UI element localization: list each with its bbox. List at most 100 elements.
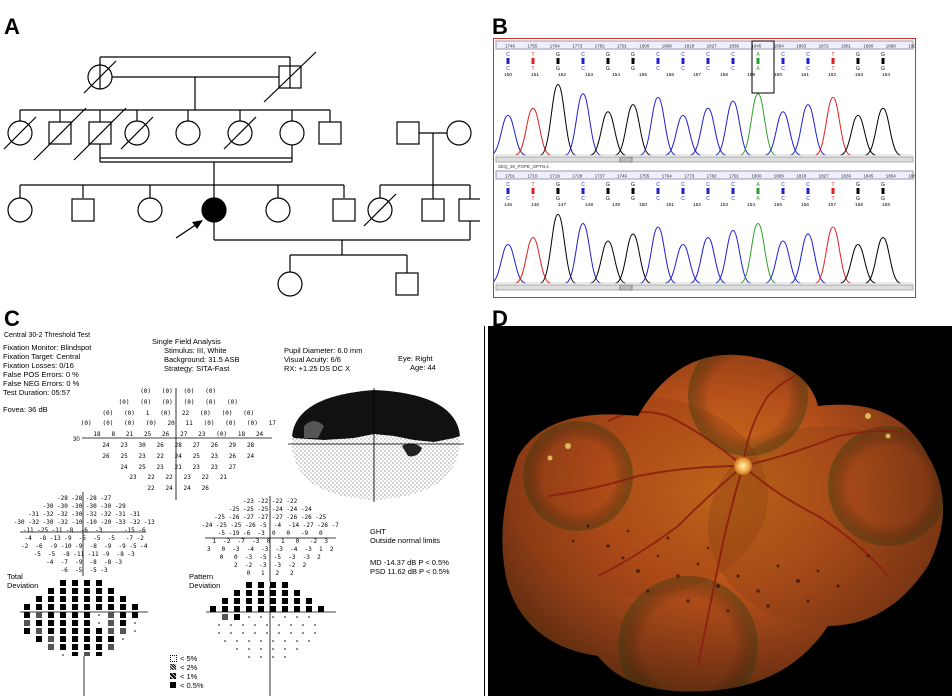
probability-symbol xyxy=(282,590,288,596)
grid-row: 26 25 23 22 24 25 23 26 24 xyxy=(102,452,255,460)
base-call-label: C xyxy=(681,52,685,58)
probability-symbol xyxy=(122,638,124,640)
probability-symbol xyxy=(120,620,126,626)
base-call-label: C xyxy=(656,52,660,58)
trace-peak xyxy=(790,104,826,156)
base-call-bar xyxy=(806,188,810,194)
base-call-bar xyxy=(681,58,685,64)
probability-symbol xyxy=(132,604,138,610)
base-index-label: 151 xyxy=(531,72,539,78)
probability-symbol xyxy=(266,624,268,626)
chromatogram-svg: 1746 1755 1764 1773 1782 1791 1800 1809 1818 1827… xyxy=(494,40,915,291)
probability-symbol xyxy=(60,628,66,634)
base-call-label: G xyxy=(631,196,635,202)
param-background: Background: 31.5 ASB xyxy=(164,355,240,364)
grid-row: -31 -32 -32 -30 -32 -32 -31 -31 xyxy=(28,511,141,518)
param-fixation-target: Fixation Target: Central xyxy=(3,352,81,361)
position-tick-label: 1737 xyxy=(595,174,606,179)
pedigree-female xyxy=(265,197,291,223)
probability-symbol xyxy=(218,624,220,626)
trace-peak xyxy=(840,243,876,284)
legend-1: < 1% xyxy=(180,672,198,681)
base-call-label: C xyxy=(581,52,585,58)
probability-symbol xyxy=(296,648,298,650)
base-call-label: G xyxy=(606,196,610,202)
base-call-label: G xyxy=(856,196,860,202)
base-call-bar xyxy=(731,58,735,64)
probability-symbol xyxy=(120,596,126,602)
base-call-label: G xyxy=(856,66,860,72)
probability-symbol xyxy=(72,636,78,642)
base-call-label: C xyxy=(506,52,510,58)
probability-symbol xyxy=(84,652,90,656)
panel-label-a: A xyxy=(4,14,20,39)
md-value: MD -14.37 dB P < 0.5% xyxy=(370,558,449,567)
base-index-label: 145 xyxy=(504,202,512,208)
base-call-label: G xyxy=(556,182,560,188)
probability-symbol xyxy=(222,606,228,612)
grid-row: (0) (0) (0) (0) (0) (0) xyxy=(118,398,238,406)
position-tick-label: 1809 xyxy=(662,44,673,49)
base-call-bar xyxy=(756,188,760,194)
probability-symbol xyxy=(272,640,274,642)
grid-row: 0 0 -3 -5 -5 -3 -3 2 xyxy=(219,554,321,561)
param-eye: Eye: Right xyxy=(398,354,433,363)
probability-symbol xyxy=(230,624,232,626)
probability-symbol xyxy=(108,620,114,626)
probability-symbol xyxy=(258,606,264,612)
probability-symbol xyxy=(24,612,30,618)
base-call-label: G xyxy=(606,182,610,188)
grid-row: 18 8 21 25 26 27 23 (0) 18 24 xyxy=(93,431,264,439)
probability-symbol xyxy=(36,620,42,626)
grid-row: -28 -28 -28 -27 xyxy=(57,495,112,502)
base-index-label: 155 xyxy=(774,202,782,208)
probability-symbol xyxy=(84,580,90,586)
pedigree-proband-affected xyxy=(201,197,227,223)
param-test-duration: Test Duration: 05:57 xyxy=(3,388,71,397)
probability-symbol xyxy=(96,644,102,650)
base-call-bar xyxy=(531,188,535,194)
base-call-label: T xyxy=(831,52,834,58)
grid-row: (0) (0) 1 (0) 22 (0) (0) (0) xyxy=(102,409,255,417)
base-index-label: 146 xyxy=(531,202,539,208)
base-call-label: C xyxy=(706,66,710,72)
probability-symbol xyxy=(296,640,298,642)
trace-peak xyxy=(740,93,776,156)
probability-symbol xyxy=(48,620,54,626)
base-index-label: 156 xyxy=(801,202,809,208)
base-index-label: 158 xyxy=(720,72,728,78)
base-call-label: C xyxy=(581,182,585,188)
base-call-bar xyxy=(656,188,660,194)
probability-symbol xyxy=(48,604,54,610)
probability-symbol xyxy=(120,628,126,634)
probability-symbol xyxy=(72,644,78,650)
probability-symbol xyxy=(36,604,42,610)
base-call-bar xyxy=(831,58,835,64)
trace-peak xyxy=(715,229,751,284)
position-tick-label: 1818 xyxy=(796,174,807,179)
position-tick-label: 1728 xyxy=(572,174,583,179)
probability-symbol xyxy=(60,644,66,650)
total-deviation-probability-map xyxy=(24,580,138,656)
pedigree-male xyxy=(332,198,356,222)
base-call-label: C xyxy=(656,182,660,188)
probability-symbol xyxy=(248,640,250,642)
probability-symbol xyxy=(272,616,274,618)
base-call-bar xyxy=(531,58,535,64)
position-tick-label: 1755 xyxy=(639,174,650,179)
probability-symbol xyxy=(108,628,114,634)
base-call-label: C xyxy=(656,196,660,202)
trace-peak xyxy=(640,96,676,156)
probability-symbol xyxy=(60,580,66,586)
deviation-axes xyxy=(20,492,336,696)
base-call-label: C xyxy=(731,66,735,72)
position-tick-label: 1755 xyxy=(527,44,538,49)
grid-row: 2 -2 -3 -3 -2 2 xyxy=(234,562,307,569)
probability-symbol xyxy=(306,606,312,612)
probability-symbol xyxy=(60,636,66,642)
trace-peak xyxy=(540,83,576,156)
pedigree-male xyxy=(71,198,95,222)
trace-peak xyxy=(815,96,851,156)
probability-symbol xyxy=(270,598,276,604)
trace-peak xyxy=(565,222,601,284)
